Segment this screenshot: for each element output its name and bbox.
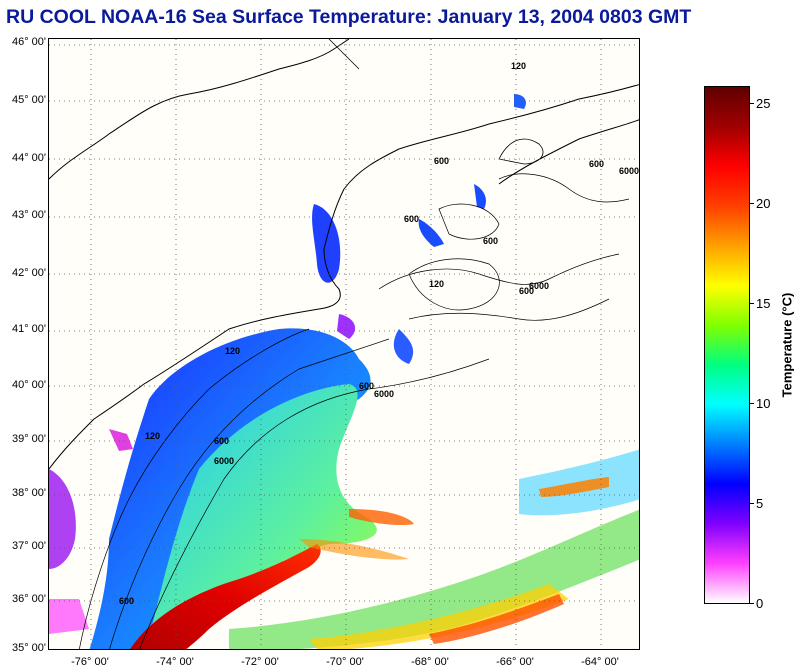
isobath-label: 600 bbox=[359, 381, 374, 391]
lon-label: -68° 00' bbox=[411, 656, 449, 668]
lat-label: 44° 00' bbox=[11, 152, 46, 164]
colorbar-tick-label: 20 bbox=[756, 196, 771, 211]
sst-map[interactable]: 120 600 6000 600 120 600 6000 600 120 60… bbox=[48, 38, 640, 650]
isobath-600 bbox=[109, 338, 390, 649]
coastline bbox=[49, 39, 350, 180]
sst-map-canvas: 120 600 6000 600 120 600 6000 600 120 60… bbox=[49, 39, 639, 649]
gom-water bbox=[418, 219, 444, 247]
colorbar-tick-label: 5 bbox=[756, 496, 764, 511]
isobath-label: 120 bbox=[429, 279, 444, 289]
inshore-cold bbox=[49, 599, 89, 634]
bay-water bbox=[49, 469, 76, 569]
colorbar-tick-mark bbox=[750, 503, 754, 504]
offshore-warm bbox=[429, 594, 564, 644]
isobath-label: 6000 bbox=[619, 166, 639, 176]
colorbar-tick-mark bbox=[750, 103, 754, 104]
coastline bbox=[498, 119, 639, 185]
colorbar bbox=[704, 86, 750, 604]
isobath-600 bbox=[498, 173, 630, 203]
colorbar-tick-mark bbox=[750, 403, 754, 404]
isobath-label: 600 bbox=[214, 436, 229, 446]
isobath-label: 120 bbox=[225, 346, 240, 356]
isobath-label: 600 bbox=[119, 596, 134, 606]
coastline bbox=[328, 39, 360, 70]
lat-label: 36° 00' bbox=[11, 593, 46, 605]
lon-label: -72° 00' bbox=[241, 656, 279, 668]
offshore-warm bbox=[309, 584, 569, 649]
lat-label: 43° 00' bbox=[11, 209, 46, 221]
lat-label: 40° 00' bbox=[11, 379, 46, 391]
gom-water bbox=[474, 184, 486, 209]
colorbar-tick-mark bbox=[750, 303, 754, 304]
slope-water bbox=[149, 384, 377, 639]
offshore-warm bbox=[539, 477, 609, 497]
colorbar-label: Temperature (°C) bbox=[779, 292, 795, 398]
graticule bbox=[49, 39, 639, 649]
offshore-warm bbox=[299, 539, 409, 560]
gom-water bbox=[514, 94, 526, 109]
isobath-label: 600 bbox=[519, 286, 534, 296]
coastline bbox=[498, 138, 544, 165]
isobath-6000 bbox=[139, 358, 490, 649]
lat-label: 46° 00' bbox=[11, 36, 46, 48]
isobath-label: 600 bbox=[483, 236, 498, 246]
isobath-6000 bbox=[408, 298, 610, 321]
bay-water bbox=[109, 429, 133, 451]
lon-label: -76° 00' bbox=[71, 656, 109, 668]
isobath-label: 600 bbox=[404, 214, 419, 224]
isobath-label: 600 bbox=[434, 156, 449, 166]
lat-label: 41° 00' bbox=[11, 323, 46, 335]
isobath-120 bbox=[79, 328, 310, 649]
isobath-label: 6000 bbox=[529, 281, 549, 291]
offshore-warm bbox=[349, 509, 414, 526]
colorbar-tick-mark bbox=[750, 603, 754, 604]
gom-water bbox=[337, 314, 356, 339]
lon-label: -66° 00' bbox=[496, 656, 534, 668]
isobath-label: 6000 bbox=[214, 456, 234, 466]
colorbar-tick-label: 25 bbox=[756, 96, 771, 111]
lat-label: 42° 00' bbox=[11, 267, 46, 279]
coastline bbox=[49, 84, 639, 470]
colorbar-tick-label: 0 bbox=[756, 596, 764, 611]
isobath-label: 600 bbox=[589, 159, 604, 169]
lon-label: -74° 00' bbox=[156, 656, 194, 668]
map-title: RU COOL NOAA-16 Sea Surface Temperature:… bbox=[6, 6, 692, 28]
isobath-label: 120 bbox=[145, 431, 160, 441]
gom-water bbox=[393, 329, 414, 364]
lon-label: -64° 00' bbox=[581, 656, 619, 668]
lat-label: 35° 00' bbox=[11, 642, 46, 654]
colorbar-tick-mark bbox=[750, 203, 754, 204]
gom-water bbox=[312, 204, 341, 283]
colorbar-tick-label: 15 bbox=[756, 296, 771, 311]
lon-label: -70° 00' bbox=[326, 656, 364, 668]
isobath-label: 6000 bbox=[374, 389, 394, 399]
isobath-600 bbox=[378, 253, 620, 290]
gulf-stream bbox=[130, 544, 321, 649]
isobath-120 bbox=[408, 258, 500, 311]
lat-label: 39° 00' bbox=[11, 433, 46, 445]
lat-label: 38° 00' bbox=[11, 487, 46, 499]
lat-label: 37° 00' bbox=[11, 540, 46, 552]
lat-label: 45° 00' bbox=[11, 94, 46, 106]
isobath-120 bbox=[438, 203, 500, 240]
isobath-label: 120 bbox=[511, 61, 526, 71]
colorbar-tick-label: 10 bbox=[756, 396, 771, 411]
